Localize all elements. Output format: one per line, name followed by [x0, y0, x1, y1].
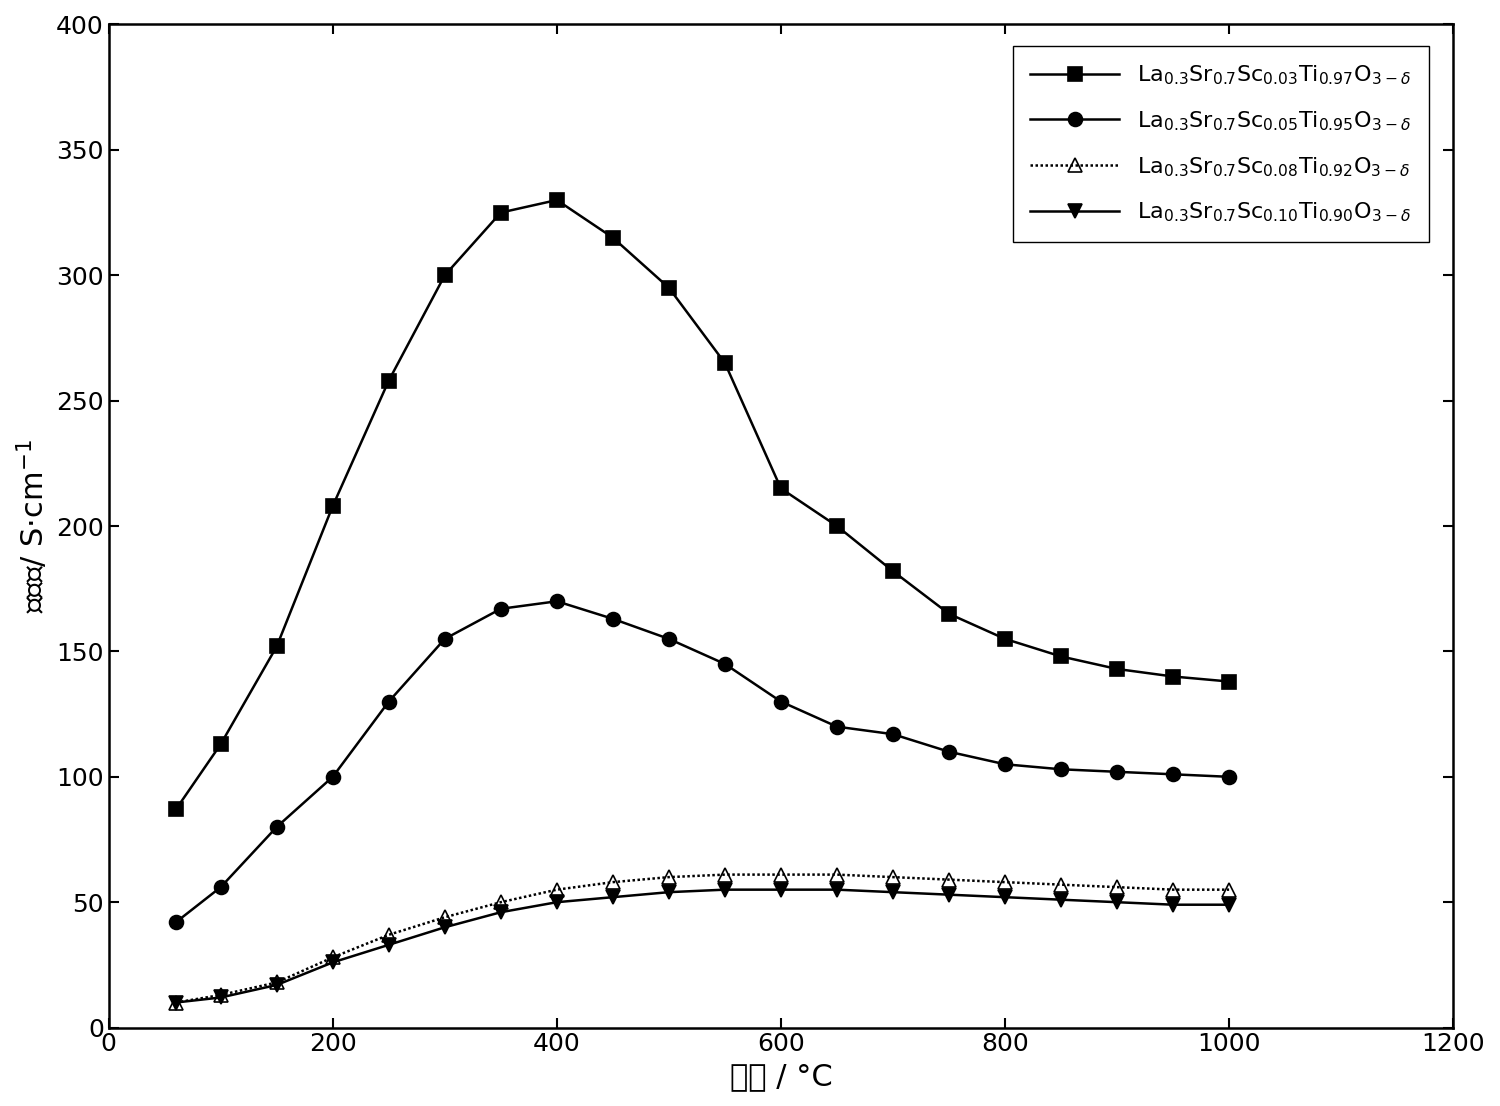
La$_{0.3}$Sr$_{0.7}$Sc$_{0.08}$Ti$_{0.92}$O$_{3-\delta}$	[1164, 883, 1182, 896]
La$_{0.3}$Sr$_{0.7}$Sc$_{0.03}$Ti$_{0.97}$O$_{3-\delta}$	[324, 499, 342, 512]
La$_{0.3}$Sr$_{0.7}$Sc$_{0.10}$Ti$_{0.90}$O$_{3-\delta}$	[267, 979, 285, 992]
La$_{0.3}$Sr$_{0.7}$Sc$_{0.10}$Ti$_{0.90}$O$_{3-\delta}$	[436, 920, 454, 933]
La$_{0.3}$Sr$_{0.7}$Sc$_{0.03}$Ti$_{0.97}$O$_{3-\delta}$	[1220, 675, 1238, 688]
La$_{0.3}$Sr$_{0.7}$Sc$_{0.03}$Ti$_{0.97}$O$_{3-\delta}$	[996, 633, 1014, 646]
La$_{0.3}$Sr$_{0.7}$Sc$_{0.10}$Ti$_{0.90}$O$_{3-\delta}$	[548, 896, 566, 909]
La$_{0.3}$Sr$_{0.7}$Sc$_{0.03}$Ti$_{0.97}$O$_{3-\delta}$	[660, 281, 678, 294]
Legend: La$_{0.3}$Sr$_{0.7}$Sc$_{0.03}$Ti$_{0.97}$O$_{3-\delta}$, La$_{0.3}$Sr$_{0.7}$Sc: La$_{0.3}$Sr$_{0.7}$Sc$_{0.03}$Ti$_{0.97…	[1013, 45, 1428, 242]
Line: La$_{0.3}$Sr$_{0.7}$Sc$_{0.05}$Ti$_{0.95}$O$_{3-\delta}$: La$_{0.3}$Sr$_{0.7}$Sc$_{0.05}$Ti$_{0.95…	[170, 594, 1236, 929]
La$_{0.3}$Sr$_{0.7}$Sc$_{0.03}$Ti$_{0.97}$O$_{3-\delta}$	[211, 738, 230, 751]
La$_{0.3}$Sr$_{0.7}$Sc$_{0.03}$Ti$_{0.97}$O$_{3-\delta}$	[1052, 650, 1070, 664]
La$_{0.3}$Sr$_{0.7}$Sc$_{0.10}$Ti$_{0.90}$O$_{3-\delta}$	[166, 995, 184, 1009]
La$_{0.3}$Sr$_{0.7}$Sc$_{0.05}$Ti$_{0.95}$O$_{3-\delta}$	[604, 613, 622, 626]
La$_{0.3}$Sr$_{0.7}$Sc$_{0.03}$Ti$_{0.97}$O$_{3-\delta}$	[716, 356, 734, 369]
La$_{0.3}$Sr$_{0.7}$Sc$_{0.03}$Ti$_{0.97}$O$_{3-\delta}$	[436, 269, 454, 282]
La$_{0.3}$Sr$_{0.7}$Sc$_{0.10}$Ti$_{0.90}$O$_{3-\delta}$	[828, 883, 846, 896]
La$_{0.3}$Sr$_{0.7}$Sc$_{0.08}$Ti$_{0.92}$O$_{3-\delta}$	[324, 951, 342, 964]
La$_{0.3}$Sr$_{0.7}$Sc$_{0.10}$Ti$_{0.90}$O$_{3-\delta}$	[1108, 896, 1126, 909]
La$_{0.3}$Sr$_{0.7}$Sc$_{0.08}$Ti$_{0.92}$O$_{3-\delta}$	[267, 975, 285, 989]
La$_{0.3}$Sr$_{0.7}$Sc$_{0.08}$Ti$_{0.92}$O$_{3-\delta}$	[548, 883, 566, 896]
La$_{0.3}$Sr$_{0.7}$Sc$_{0.10}$Ti$_{0.90}$O$_{3-\delta}$	[380, 938, 398, 951]
La$_{0.3}$Sr$_{0.7}$Sc$_{0.10}$Ti$_{0.90}$O$_{3-\delta}$	[211, 991, 230, 1004]
Line: La$_{0.3}$Sr$_{0.7}$Sc$_{0.10}$Ti$_{0.90}$O$_{3-\delta}$: La$_{0.3}$Sr$_{0.7}$Sc$_{0.10}$Ti$_{0.90…	[170, 883, 1236, 1010]
La$_{0.3}$Sr$_{0.7}$Sc$_{0.08}$Ti$_{0.92}$O$_{3-\delta}$	[492, 896, 510, 909]
La$_{0.3}$Sr$_{0.7}$Sc$_{0.05}$Ti$_{0.95}$O$_{3-\delta}$	[772, 695, 790, 708]
La$_{0.3}$Sr$_{0.7}$Sc$_{0.05}$Ti$_{0.95}$O$_{3-\delta}$	[716, 657, 734, 670]
La$_{0.3}$Sr$_{0.7}$Sc$_{0.08}$Ti$_{0.92}$O$_{3-\delta}$	[660, 870, 678, 884]
La$_{0.3}$Sr$_{0.7}$Sc$_{0.08}$Ti$_{0.92}$O$_{3-\delta}$	[1052, 878, 1070, 891]
La$_{0.3}$Sr$_{0.7}$Sc$_{0.10}$Ti$_{0.90}$O$_{3-\delta}$	[996, 890, 1014, 904]
La$_{0.3}$Sr$_{0.7}$Sc$_{0.05}$Ti$_{0.95}$O$_{3-\delta}$	[1052, 763, 1070, 776]
La$_{0.3}$Sr$_{0.7}$Sc$_{0.03}$Ti$_{0.97}$O$_{3-\delta}$	[772, 482, 790, 495]
La$_{0.3}$Sr$_{0.7}$Sc$_{0.05}$Ti$_{0.95}$O$_{3-\delta}$	[660, 633, 678, 646]
La$_{0.3}$Sr$_{0.7}$Sc$_{0.10}$Ti$_{0.90}$O$_{3-\delta}$	[604, 890, 622, 904]
La$_{0.3}$Sr$_{0.7}$Sc$_{0.05}$Ti$_{0.95}$O$_{3-\delta}$	[436, 633, 454, 646]
La$_{0.3}$Sr$_{0.7}$Sc$_{0.08}$Ti$_{0.92}$O$_{3-\delta}$	[1220, 883, 1238, 896]
La$_{0.3}$Sr$_{0.7}$Sc$_{0.03}$Ti$_{0.97}$O$_{3-\delta}$	[604, 231, 622, 244]
La$_{0.3}$Sr$_{0.7}$Sc$_{0.05}$Ti$_{0.95}$O$_{3-\delta}$	[828, 720, 846, 733]
La$_{0.3}$Sr$_{0.7}$Sc$_{0.08}$Ti$_{0.92}$O$_{3-\delta}$	[716, 868, 734, 881]
La$_{0.3}$Sr$_{0.7}$Sc$_{0.08}$Ti$_{0.92}$O$_{3-\delta}$	[884, 870, 902, 884]
Line: La$_{0.3}$Sr$_{0.7}$Sc$_{0.08}$Ti$_{0.92}$O$_{3-\delta}$: La$_{0.3}$Sr$_{0.7}$Sc$_{0.08}$Ti$_{0.92…	[170, 868, 1236, 1010]
La$_{0.3}$Sr$_{0.7}$Sc$_{0.10}$Ti$_{0.90}$O$_{3-\delta}$	[1164, 898, 1182, 911]
La$_{0.3}$Sr$_{0.7}$Sc$_{0.05}$Ti$_{0.95}$O$_{3-\delta}$	[940, 745, 958, 759]
La$_{0.3}$Sr$_{0.7}$Sc$_{0.10}$Ti$_{0.90}$O$_{3-\delta}$	[1220, 898, 1238, 911]
La$_{0.3}$Sr$_{0.7}$Sc$_{0.03}$Ti$_{0.97}$O$_{3-\delta}$	[267, 639, 285, 653]
Y-axis label: 电导率/ S·cm$^{-1}$: 电导率/ S·cm$^{-1}$	[15, 439, 51, 613]
La$_{0.3}$Sr$_{0.7}$Sc$_{0.08}$Ti$_{0.92}$O$_{3-\delta}$	[166, 995, 184, 1009]
La$_{0.3}$Sr$_{0.7}$Sc$_{0.08}$Ti$_{0.92}$O$_{3-\delta}$	[996, 876, 1014, 889]
La$_{0.3}$Sr$_{0.7}$Sc$_{0.05}$Ti$_{0.95}$O$_{3-\delta}$	[492, 602, 510, 615]
La$_{0.3}$Sr$_{0.7}$Sc$_{0.05}$Ti$_{0.95}$O$_{3-\delta}$	[166, 916, 184, 929]
La$_{0.3}$Sr$_{0.7}$Sc$_{0.10}$Ti$_{0.90}$O$_{3-\delta}$	[716, 883, 734, 896]
La$_{0.3}$Sr$_{0.7}$Sc$_{0.08}$Ti$_{0.92}$O$_{3-\delta}$	[436, 910, 454, 924]
La$_{0.3}$Sr$_{0.7}$Sc$_{0.05}$Ti$_{0.95}$O$_{3-\delta}$	[267, 821, 285, 834]
La$_{0.3}$Sr$_{0.7}$Sc$_{0.10}$Ti$_{0.90}$O$_{3-\delta}$	[492, 906, 510, 919]
La$_{0.3}$Sr$_{0.7}$Sc$_{0.08}$Ti$_{0.92}$O$_{3-\delta}$	[828, 868, 846, 881]
La$_{0.3}$Sr$_{0.7}$Sc$_{0.05}$Ti$_{0.95}$O$_{3-\delta}$	[1164, 768, 1182, 781]
X-axis label: 温度 / °C: 温度 / °C	[729, 1062, 833, 1091]
La$_{0.3}$Sr$_{0.7}$Sc$_{0.05}$Ti$_{0.95}$O$_{3-\delta}$	[996, 758, 1014, 771]
La$_{0.3}$Sr$_{0.7}$Sc$_{0.03}$Ti$_{0.97}$O$_{3-\delta}$	[940, 607, 958, 620]
La$_{0.3}$Sr$_{0.7}$Sc$_{0.08}$Ti$_{0.92}$O$_{3-\delta}$	[604, 876, 622, 889]
La$_{0.3}$Sr$_{0.7}$Sc$_{0.03}$Ti$_{0.97}$O$_{3-\delta}$	[828, 520, 846, 533]
La$_{0.3}$Sr$_{0.7}$Sc$_{0.08}$Ti$_{0.92}$O$_{3-\delta}$	[211, 989, 230, 1002]
La$_{0.3}$Sr$_{0.7}$Sc$_{0.10}$Ti$_{0.90}$O$_{3-\delta}$	[1052, 893, 1070, 906]
La$_{0.3}$Sr$_{0.7}$Sc$_{0.05}$Ti$_{0.95}$O$_{3-\delta}$	[211, 880, 230, 894]
La$_{0.3}$Sr$_{0.7}$Sc$_{0.08}$Ti$_{0.92}$O$_{3-\delta}$	[940, 873, 958, 886]
La$_{0.3}$Sr$_{0.7}$Sc$_{0.05}$Ti$_{0.95}$O$_{3-\delta}$	[884, 728, 902, 741]
Line: La$_{0.3}$Sr$_{0.7}$Sc$_{0.03}$Ti$_{0.97}$O$_{3-\delta}$: La$_{0.3}$Sr$_{0.7}$Sc$_{0.03}$Ti$_{0.97…	[170, 194, 1236, 816]
La$_{0.3}$Sr$_{0.7}$Sc$_{0.10}$Ti$_{0.90}$O$_{3-\delta}$	[660, 886, 678, 899]
La$_{0.3}$Sr$_{0.7}$Sc$_{0.05}$Ti$_{0.95}$O$_{3-\delta}$	[380, 695, 398, 708]
La$_{0.3}$Sr$_{0.7}$Sc$_{0.08}$Ti$_{0.92}$O$_{3-\delta}$	[380, 928, 398, 941]
La$_{0.3}$Sr$_{0.7}$Sc$_{0.03}$Ti$_{0.97}$O$_{3-\delta}$	[492, 206, 510, 219]
La$_{0.3}$Sr$_{0.7}$Sc$_{0.10}$Ti$_{0.90}$O$_{3-\delta}$	[324, 956, 342, 969]
La$_{0.3}$Sr$_{0.7}$Sc$_{0.05}$Ti$_{0.95}$O$_{3-\delta}$	[324, 770, 342, 783]
La$_{0.3}$Sr$_{0.7}$Sc$_{0.05}$Ti$_{0.95}$O$_{3-\delta}$	[1108, 765, 1126, 779]
La$_{0.3}$Sr$_{0.7}$Sc$_{0.03}$Ti$_{0.97}$O$_{3-\delta}$	[1164, 670, 1182, 684]
La$_{0.3}$Sr$_{0.7}$Sc$_{0.03}$Ti$_{0.97}$O$_{3-\delta}$	[548, 194, 566, 207]
La$_{0.3}$Sr$_{0.7}$Sc$_{0.08}$Ti$_{0.92}$O$_{3-\delta}$	[772, 868, 790, 881]
La$_{0.3}$Sr$_{0.7}$Sc$_{0.10}$Ti$_{0.90}$O$_{3-\delta}$	[884, 886, 902, 899]
La$_{0.3}$Sr$_{0.7}$Sc$_{0.03}$Ti$_{0.97}$O$_{3-\delta}$	[1108, 662, 1126, 676]
La$_{0.3}$Sr$_{0.7}$Sc$_{0.05}$Ti$_{0.95}$O$_{3-\delta}$	[548, 595, 566, 608]
La$_{0.3}$Sr$_{0.7}$Sc$_{0.05}$Ti$_{0.95}$O$_{3-\delta}$	[1220, 770, 1238, 783]
La$_{0.3}$Sr$_{0.7}$Sc$_{0.10}$Ti$_{0.90}$O$_{3-\delta}$	[772, 883, 790, 896]
La$_{0.3}$Sr$_{0.7}$Sc$_{0.10}$Ti$_{0.90}$O$_{3-\delta}$	[940, 888, 958, 901]
La$_{0.3}$Sr$_{0.7}$Sc$_{0.03}$Ti$_{0.97}$O$_{3-\delta}$	[884, 564, 902, 577]
La$_{0.3}$Sr$_{0.7}$Sc$_{0.03}$Ti$_{0.97}$O$_{3-\delta}$	[380, 374, 398, 387]
La$_{0.3}$Sr$_{0.7}$Sc$_{0.08}$Ti$_{0.92}$O$_{3-\delta}$	[1108, 880, 1126, 894]
La$_{0.3}$Sr$_{0.7}$Sc$_{0.03}$Ti$_{0.97}$O$_{3-\delta}$	[166, 803, 184, 816]
